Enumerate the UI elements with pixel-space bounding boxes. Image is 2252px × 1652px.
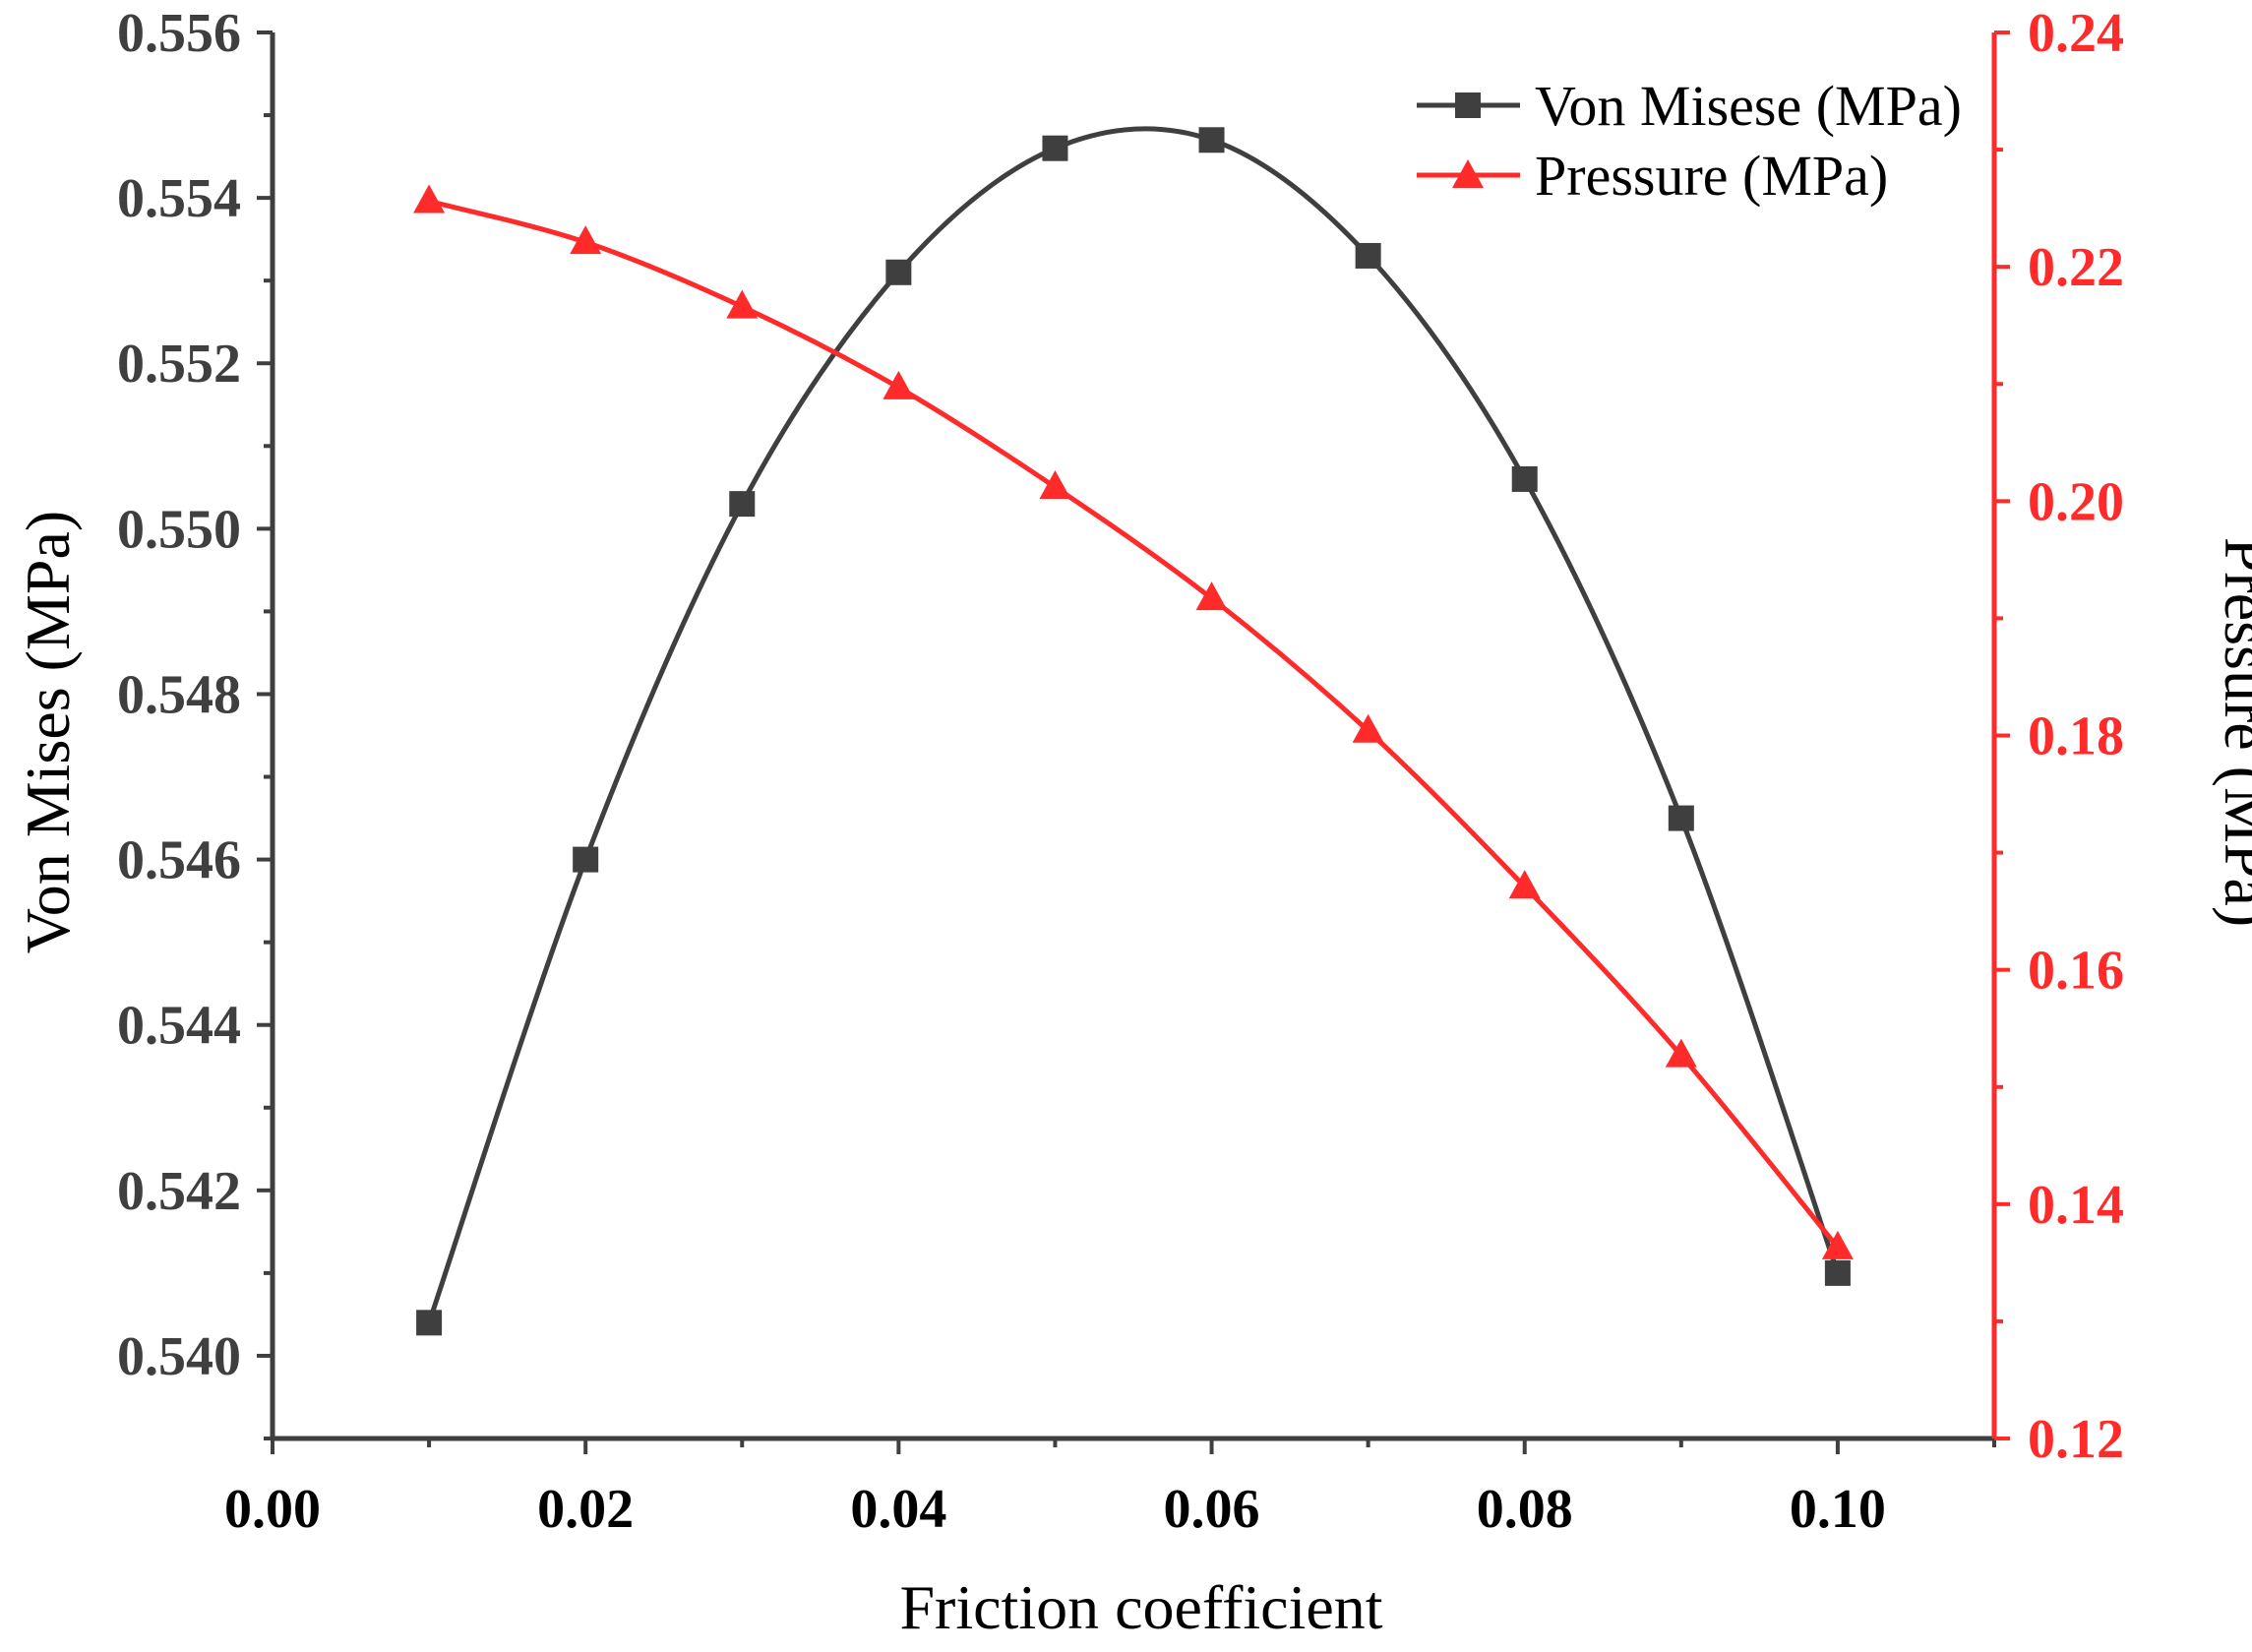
legend-marker-square <box>1455 92 1481 118</box>
y-left-tick-label: 0.546 <box>117 830 241 891</box>
y-left-tick-label: 0.548 <box>117 664 241 725</box>
y-left-tick-label: 0.550 <box>117 499 241 560</box>
legend-item-von-mises: Von Misese (MPa) <box>1417 74 1962 138</box>
data-point-pressure <box>570 225 602 255</box>
legend-item-pressure: Pressure (MPa) <box>1417 144 1888 208</box>
y-right-tick-label: 0.24 <box>2028 3 2124 64</box>
data-point-von-mises <box>573 846 599 873</box>
y-left-tick-label: 0.552 <box>117 334 241 395</box>
y-right-tick-label: 0.12 <box>2028 1409 2124 1470</box>
data-point-von-mises <box>1668 805 1694 831</box>
series-line-pressure <box>428 199 1840 1250</box>
data-point-pressure <box>1352 713 1384 743</box>
data-point-von-mises <box>1511 465 1538 492</box>
y-left-tick-label: 0.554 <box>117 168 241 229</box>
y-right-tick-label: 0.22 <box>2028 237 2124 298</box>
data-point-pressure <box>883 370 915 399</box>
data-point-pressure <box>1508 870 1541 899</box>
x-tick-label: 0.00 <box>224 1479 321 1540</box>
data-point-pressure <box>1195 581 1228 611</box>
legend-label-pressure: Pressure (MPa) <box>1535 144 1888 208</box>
legend: Von Misese (MPa) Pressure (MPa) <box>1417 74 1962 208</box>
legend-marker-triangle <box>1452 159 1484 188</box>
x-tick-label: 0.02 <box>537 1479 634 1540</box>
y-right-tick-label: 0.18 <box>2028 706 2124 767</box>
y-left-tick-label: 0.542 <box>117 1161 241 1222</box>
data-point-pressure <box>726 289 759 319</box>
series-line-von-mises <box>426 126 1841 1324</box>
data-point-von-mises <box>1355 242 1381 269</box>
x-tick-label: 0.06 <box>1164 1479 1260 1540</box>
y-left-tick-label: 0.544 <box>117 996 241 1057</box>
x-axis-title: Friction coefficient <box>899 1572 1382 1642</box>
x-tick-label: 0.04 <box>850 1479 946 1540</box>
data-point-pressure <box>1039 470 1071 500</box>
y-left-axis-title: Von Mises (MPa) <box>13 511 83 953</box>
x-tick-label: 0.08 <box>1477 1479 1573 1540</box>
y-right-tick-label: 0.14 <box>2028 1175 2124 1236</box>
y-left-tick-label: 0.556 <box>117 3 241 64</box>
legend-label-von-mises: Von Misese (MPa) <box>1535 74 1962 138</box>
data-point-von-mises <box>729 491 756 518</box>
y-right-axis-title: Pressure (MPa) <box>2212 537 2252 927</box>
data-point-pressure <box>413 184 446 214</box>
data-point-von-mises <box>1042 135 1068 161</box>
axes <box>270 32 1997 1441</box>
x-tick-label: 0.10 <box>1790 1479 1886 1540</box>
data-point-von-mises <box>1824 1259 1851 1286</box>
ticks: 0.00 0.02 0.04 0.06 0.08 0.10 0.540 0.542 0.544 0… <box>117 3 2124 1540</box>
series-layer <box>413 126 1854 1336</box>
data-point-pressure <box>1665 1038 1697 1068</box>
data-point-von-mises <box>885 259 912 285</box>
y-left-tick-label: 0.540 <box>117 1326 241 1387</box>
y-right-tick-label: 0.16 <box>2028 941 2124 1002</box>
data-point-pressure <box>1821 1230 1854 1259</box>
data-point-von-mises <box>416 1310 443 1336</box>
data-point-von-mises <box>1198 127 1225 153</box>
y-right-tick-label: 0.20 <box>2028 471 2124 532</box>
